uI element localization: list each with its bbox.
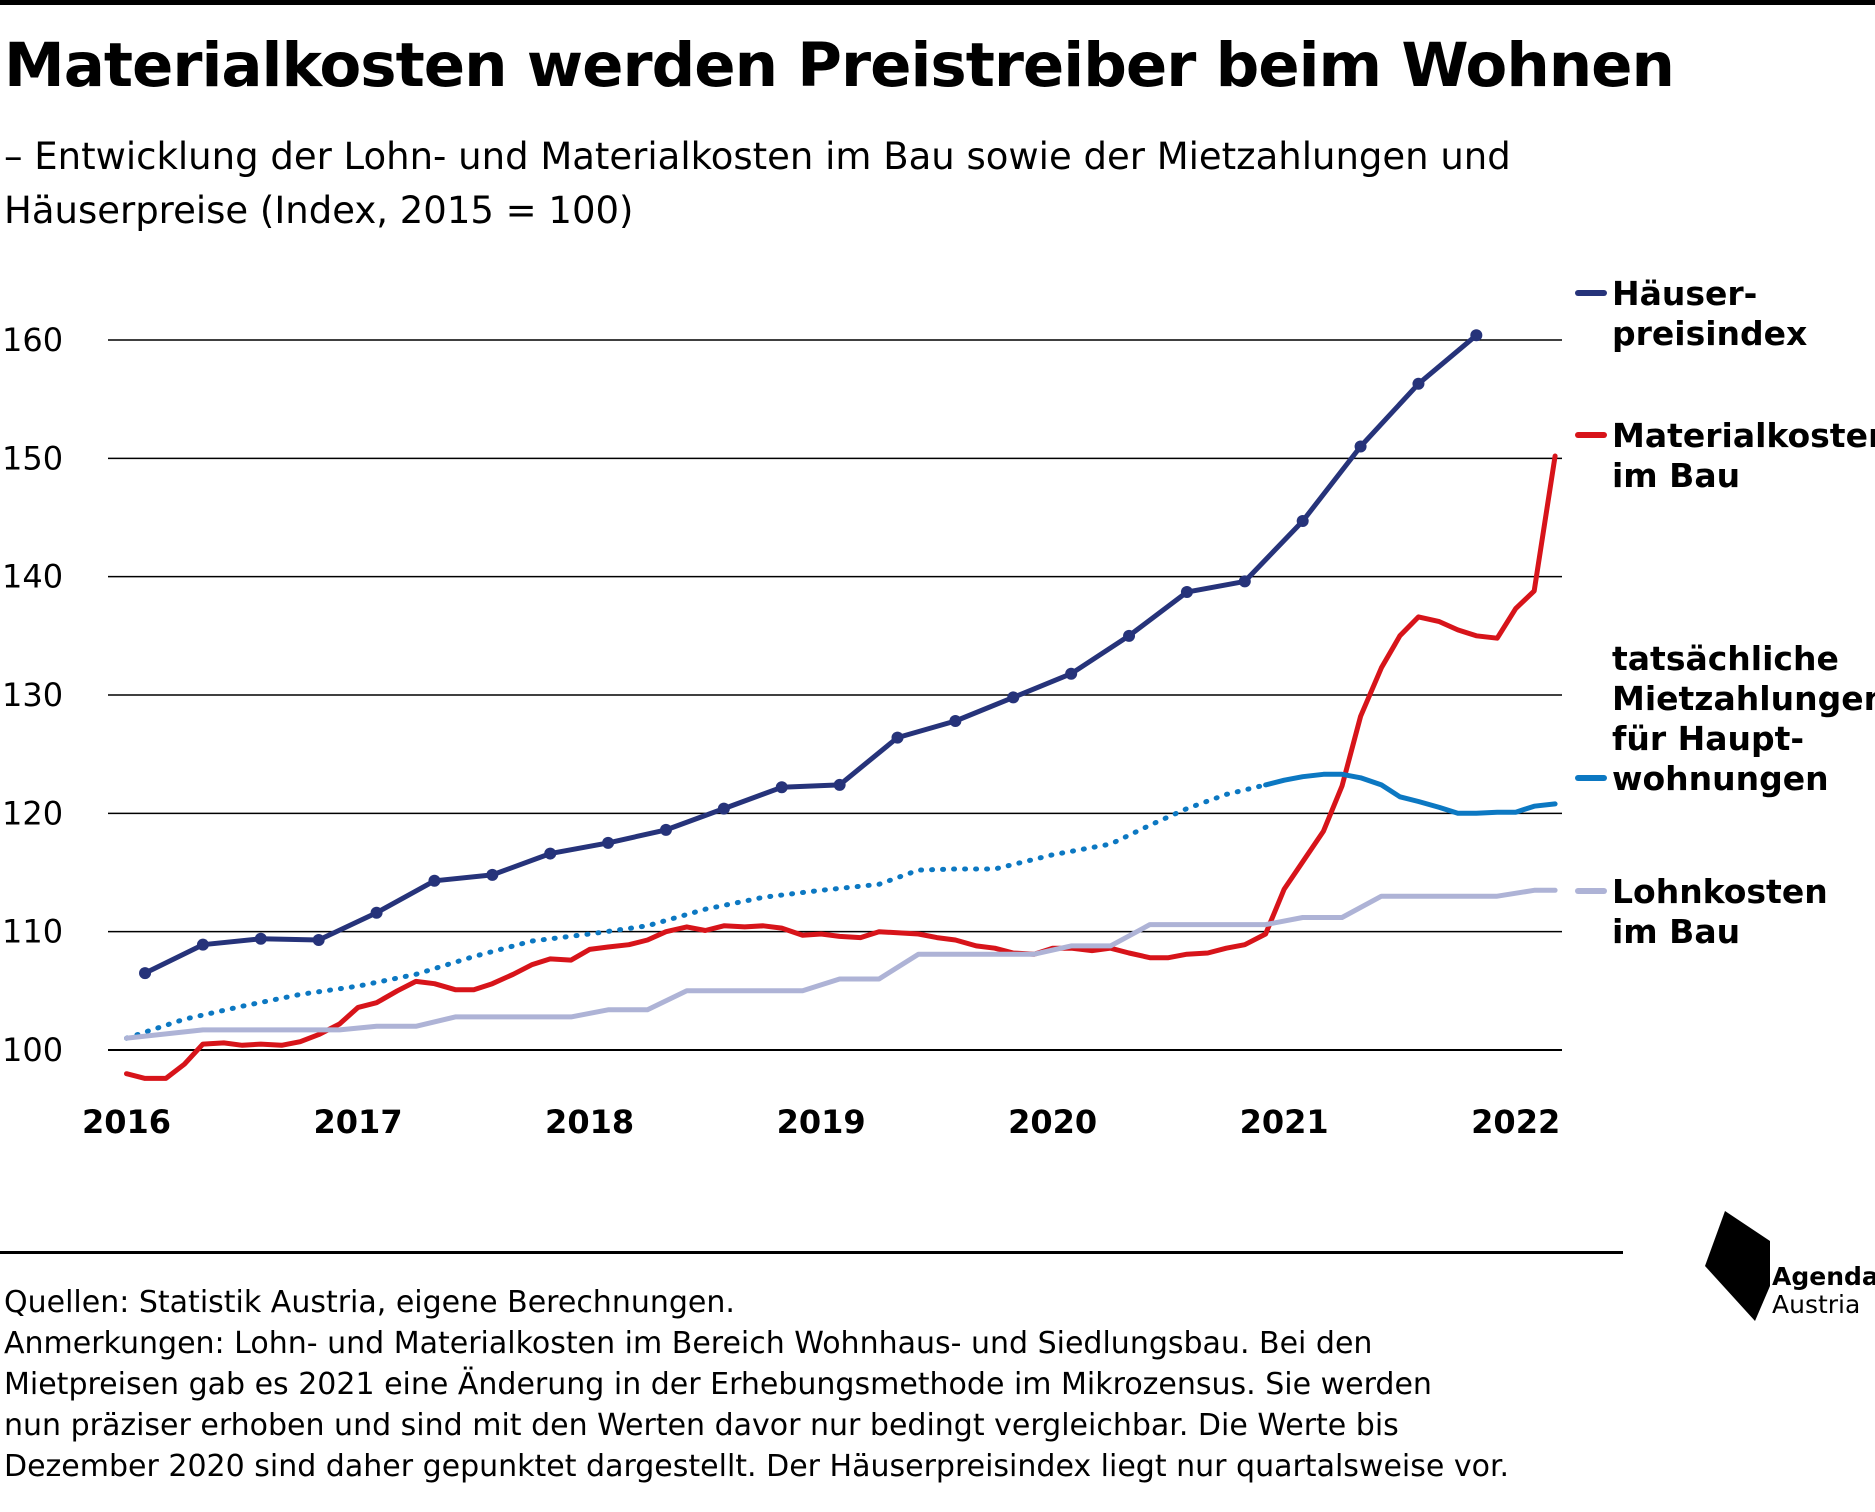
series-point: [254, 932, 267, 945]
chart-title: Materialkosten werden Preistreiber beim …: [4, 30, 1675, 101]
y-tick-label: 110: [2, 913, 63, 951]
x-axis-ticks: 2016 2017 2018 2019 2020 2021 2022: [82, 1103, 1560, 1141]
series-point: [312, 933, 325, 946]
y-tick-label: 120: [2, 794, 63, 832]
legend-label-line: im Bau: [1612, 912, 1740, 951]
x-tick-label: 2022: [1471, 1103, 1560, 1141]
series-point: [486, 868, 499, 881]
footer-notes: Quellen: Statistik Austria, eigene Berec…: [4, 1282, 1704, 1487]
y-tick-label: 140: [2, 558, 63, 596]
footer-line: nun präziser erhoben und sind mit den We…: [4, 1408, 1399, 1443]
y-tick-label: 150: [2, 439, 63, 477]
legend-label-line: Mietzahlungen: [1612, 679, 1875, 718]
series-point: [1123, 629, 1136, 642]
logo-text-agenda: Agenda: [1772, 1262, 1875, 1291]
series-point: [196, 938, 209, 951]
series-point: [370, 906, 383, 919]
series-point: [891, 731, 904, 744]
legend-label: Häuser-preisindex: [1612, 274, 1807, 353]
series-point: [1180, 586, 1193, 599]
series-point: [717, 802, 730, 815]
x-tick-label: 2017: [314, 1103, 403, 1141]
legend-label-line: wohnungen: [1612, 759, 1829, 798]
series-point: [1296, 515, 1309, 528]
series-line: [124, 782, 1269, 1041]
gridlines: [108, 339, 1562, 1051]
x-tick-label: 2021: [1240, 1103, 1329, 1141]
y-tick-label: 130: [2, 676, 63, 714]
legend-label: tatsächliche Mietzahlungen für Haupt-wohnu…: [1612, 639, 1875, 798]
series-point: [1065, 667, 1078, 680]
y-axis-ticks: 100 110 120 130 140 150 160: [2, 321, 63, 1069]
legend-label-line: Häuser-: [1612, 274, 1757, 313]
logo-text-austria: Austria: [1772, 1290, 1861, 1319]
series-point: [544, 847, 557, 860]
x-tick-label: 2016: [82, 1103, 171, 1141]
series-line: [124, 453, 1558, 1081]
series-line: [142, 332, 1479, 976]
series-point: [1238, 575, 1251, 588]
legend-label-line: tatsächliche: [1612, 639, 1839, 678]
x-tick-label: 2020: [1008, 1103, 1097, 1141]
footer-line: Mietpreisen gab es 2021 eine Änderung in…: [4, 1367, 1432, 1402]
series-point: [949, 715, 962, 728]
y-tick-label: 160: [2, 321, 63, 359]
legend-label-line: Lohnkosten: [1612, 872, 1828, 911]
series-point: [428, 874, 441, 887]
series-point: [833, 778, 846, 791]
series-line: [1263, 771, 1558, 816]
chart-subtitle: – Entwicklung der Lohn- und Materialkost…: [4, 135, 1511, 232]
legend-label: Materialkosten im Bau: [1612, 416, 1875, 495]
agenda-austria-logo-icon: [1705, 1211, 1770, 1321]
series-line: [124, 887, 1558, 1041]
footer-line: Anmerkungen: Lohn- und Materialkosten im…: [4, 1326, 1373, 1361]
series-lines: [124, 329, 1558, 1081]
legend-label-line: Materialkosten: [1612, 416, 1875, 455]
series-point: [139, 967, 152, 980]
legend-label-line: für Haupt-: [1612, 719, 1804, 758]
footer-line: Quellen: Statistik Austria, eigene Berec…: [4, 1285, 735, 1320]
series-point: [602, 836, 615, 849]
y-tick-label: 100: [2, 1031, 63, 1069]
x-tick-label: 2019: [777, 1103, 866, 1141]
series-point: [1007, 691, 1020, 704]
series-point: [775, 781, 788, 794]
series-point: [1354, 440, 1367, 453]
series-point: [1470, 329, 1483, 342]
top-rule: [0, 0, 1875, 5]
footer-line: Dezember 2020 sind daher gepunktet darge…: [4, 1449, 1510, 1484]
legend-label-line: preisindex: [1612, 314, 1807, 353]
x-tick-label: 2018: [545, 1103, 634, 1141]
footer-rule: [0, 1251, 1623, 1254]
legend-label-line: im Bau: [1612, 456, 1740, 495]
legend-label: Lohnkosten im Bau: [1612, 872, 1828, 951]
series-point: [659, 823, 672, 836]
series-point: [1412, 377, 1425, 390]
